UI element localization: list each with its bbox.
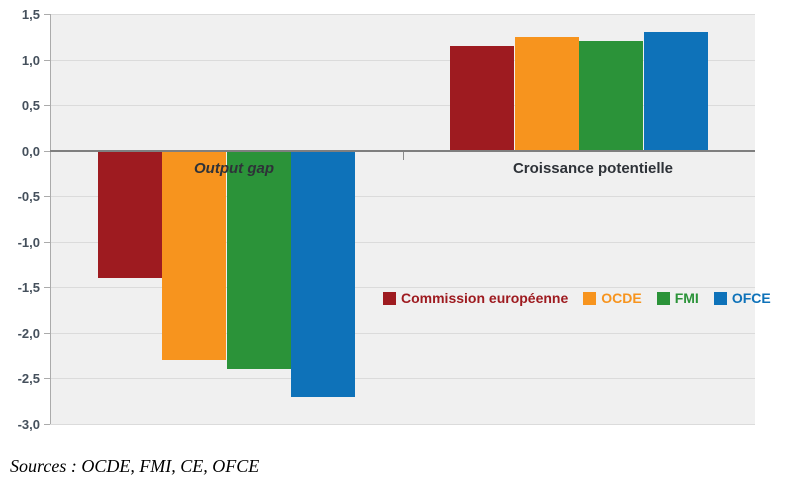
- y-axis-tick: [44, 150, 50, 152]
- y-axis-line: [50, 14, 51, 424]
- gridline: [50, 378, 755, 380]
- legend-label: OFCE: [731, 290, 771, 306]
- legend: Commission européenne OCDE FMI OFCE: [383, 290, 771, 306]
- y-axis-tick-label: -1,5: [17, 280, 40, 296]
- y-axis-tick-label: 0,0: [21, 143, 40, 159]
- y-axis-tick: [44, 241, 50, 243]
- category-label: Croissance potentielle: [512, 160, 674, 177]
- y-axis-tick-label: -2,0: [17, 325, 40, 341]
- bar-commission-europ-enne: [97, 150, 162, 279]
- y-axis-tick: [44, 424, 50, 425]
- legend-item: FMI: [656, 290, 699, 306]
- legend-label: Commission européenne: [401, 290, 569, 306]
- y-axis-tick: [44, 332, 50, 334]
- bar-fmi: [579, 41, 643, 151]
- y-axis-tick-label: 1,5: [21, 7, 40, 22]
- y-axis-tick-label: 0,5: [21, 98, 40, 114]
- legend-item: OCDE: [583, 290, 642, 306]
- legend-swatch-icon: [583, 291, 597, 305]
- gridline: [50, 424, 755, 425]
- y-axis-tick-label: -0,5: [17, 189, 40, 205]
- bar-ofce: [643, 32, 708, 151]
- y-axis-tick-label: -2,5: [17, 371, 40, 387]
- y-axis-tick: [44, 287, 50, 289]
- x-axis-tick: [402, 151, 404, 160]
- legend-swatch-icon: [656, 291, 670, 305]
- y-axis-tick: [44, 105, 50, 107]
- y-axis-tick: [44, 196, 50, 198]
- bar-ocde: [514, 36, 579, 151]
- legend-item: Commission européenne: [383, 290, 568, 306]
- y-axis-tick-label: -3,0: [17, 417, 40, 432]
- gridline: [50, 287, 755, 289]
- zero-axis-line: [50, 149, 755, 152]
- gridline: [50, 14, 755, 15]
- bar-fmi: [226, 150, 291, 370]
- legend-swatch-icon: [713, 291, 727, 305]
- gridline: [50, 105, 755, 107]
- gridline: [50, 241, 755, 243]
- legend-label: FMI: [674, 290, 699, 306]
- y-axis-tick-label: -1,0: [17, 234, 40, 250]
- sources-caption: Sources : OCDE, FMI, CE, OFCE: [10, 456, 260, 476]
- bar-ofce: [291, 150, 355, 397]
- legend-item: OFCE: [713, 290, 771, 306]
- category-label: Output gap: [194, 160, 274, 177]
- y-axis-tick: [44, 14, 50, 15]
- legend-swatch-icon: [383, 291, 396, 305]
- gridline: [50, 196, 755, 198]
- gridline: [50, 59, 755, 61]
- y-axis-tick: [44, 378, 50, 380]
- y-axis-tick-label: 1,0: [21, 52, 40, 68]
- bar-ocde: [162, 150, 226, 361]
- bar-commission-europ-enne: [450, 45, 514, 151]
- legend-label: OCDE: [601, 290, 642, 306]
- gridline: [50, 332, 755, 334]
- y-axis-tick: [44, 59, 50, 61]
